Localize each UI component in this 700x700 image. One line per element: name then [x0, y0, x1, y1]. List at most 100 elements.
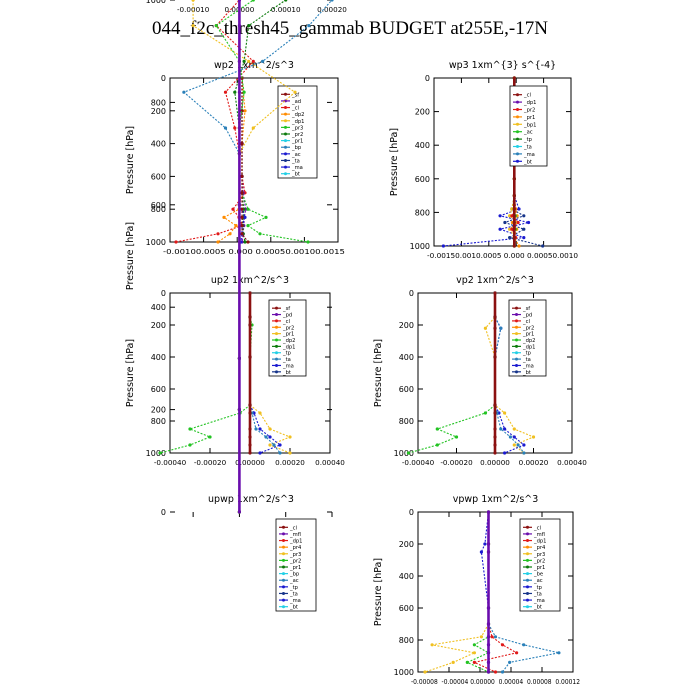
- legend-marker: [284, 125, 287, 129]
- legend-entry: _bp1: [523, 122, 536, 128]
- data-point: [264, 435, 268, 439]
- data-point: [499, 427, 503, 431]
- data-point: [158, 451, 162, 455]
- data-point: [510, 227, 514, 231]
- data-point: [557, 651, 561, 655]
- legend-entry: _cl: [533, 525, 541, 531]
- legend-marker: [526, 545, 529, 549]
- legend-entry: _mfl: [289, 532, 301, 538]
- legend-entry: _pd: [282, 313, 292, 319]
- legend-entry: _ta: [533, 591, 542, 597]
- x-tick-label: -0.00008 -0.00004 0.00000 0.00004 0.0000…: [411, 677, 580, 686]
- data-point: [479, 635, 483, 639]
- data-point: [248, 411, 252, 415]
- legend-entry: _cl: [282, 319, 290, 325]
- legend-entry: _dp2: [522, 338, 535, 344]
- data-point: [503, 220, 507, 225]
- data-point: [191, 0, 195, 2]
- data-point: [499, 326, 503, 330]
- y-axis-label: Pressure [hPa]: [125, 222, 136, 290]
- legend-marker: [284, 132, 287, 136]
- legend-marker: [284, 172, 287, 176]
- legend-marker: [284, 152, 287, 156]
- chart-title: up2 1xm^2/s^3: [211, 275, 289, 286]
- y-tick-label: 1000: [146, 0, 166, 5]
- data-point: [516, 443, 520, 447]
- data-point: [261, 59, 265, 64]
- legend-entry: _dp1: [291, 119, 304, 125]
- legend-box: [509, 85, 548, 167]
- data-point: [498, 227, 502, 231]
- data-point: [522, 214, 526, 218]
- legend-entry: _tp: [282, 351, 292, 357]
- data-point: [435, 427, 439, 431]
- legend-marker: [282, 532, 285, 536]
- y-tick-label: 800: [415, 208, 430, 217]
- data-point: [515, 651, 519, 655]
- series-line: [484, 293, 535, 454]
- chart-title: vpwp 1xm^2/s^3: [453, 494, 539, 505]
- y-axis-label: Pressure [hPa]: [373, 558, 384, 626]
- data-point: [216, 232, 220, 236]
- data-point: [251, 0, 255, 2]
- legend-marker: [284, 139, 287, 143]
- data-point: [508, 660, 512, 665]
- legend-entry: _bt: [289, 605, 298, 611]
- y-tick-label: 200: [151, 321, 166, 330]
- legend-marker: [515, 351, 518, 355]
- legend-entry: _cl: [523, 93, 531, 99]
- legend-marker: [284, 92, 287, 96]
- data-point: [243, 240, 247, 244]
- legend-entry: _pr1: [289, 565, 301, 571]
- legend-box: [268, 299, 307, 377]
- data-point: [264, 215, 268, 219]
- y-tick-label: 1000: [146, 449, 166, 458]
- data-point: [503, 411, 507, 415]
- legend-entry: _ac: [523, 130, 533, 136]
- series-line: [408, 293, 496, 454]
- data-point: [522, 451, 526, 455]
- legend-entry: _pr2: [291, 132, 303, 138]
- legend-marker: [515, 325, 518, 329]
- legend-marker: [515, 332, 518, 336]
- legend-marker: [526, 585, 529, 589]
- data-point: [451, 660, 455, 665]
- data-point: [246, 240, 250, 244]
- legend-marker: [284, 106, 287, 110]
- data-point: [486, 635, 491, 639]
- data-point: [517, 207, 521, 211]
- figure-title: 044_f2c_thresh45_gammab BUDGET at255E,-1…: [152, 18, 548, 39]
- x-tick-label: -0.00040: [154, 458, 187, 467]
- y-tick-label: 1000: [410, 242, 430, 251]
- series-line: [465, 512, 490, 673]
- legend-marker: [516, 152, 519, 156]
- legend-entry: _sf: [282, 306, 290, 312]
- x-tick-label: 0.00000: [235, 458, 265, 467]
- data-point: [288, 451, 292, 455]
- y-tick-label: 600: [151, 385, 166, 394]
- data-point: [493, 443, 497, 447]
- legend-entry: _bt: [282, 370, 291, 376]
- legend-marker: [526, 558, 529, 562]
- data-point: [237, 203, 241, 207]
- data-point: [493, 326, 497, 330]
- legend-entry: _pr3: [291, 125, 303, 131]
- legend-entry: _ma: [291, 165, 303, 171]
- legend-marker: [515, 370, 518, 374]
- y-tick-label: 600: [399, 385, 414, 394]
- legend-marker: [526, 525, 529, 529]
- legend-marker: [284, 119, 287, 123]
- legend-marker: [516, 100, 519, 104]
- y-axis-label: Pressure [hPa]: [125, 339, 136, 407]
- legend-marker: [275, 325, 278, 329]
- legend-entry: _cl: [522, 319, 530, 325]
- legend-marker: [282, 565, 285, 569]
- data-point: [486, 651, 491, 655]
- data-point: [216, 240, 220, 244]
- data-point: [508, 214, 512, 218]
- data-point: [307, 24, 311, 28]
- legend-entry: _tp: [522, 351, 532, 357]
- legend-entry: _ad: [291, 99, 301, 105]
- y-tick-label: 600: [415, 175, 430, 184]
- data-point: [500, 670, 505, 674]
